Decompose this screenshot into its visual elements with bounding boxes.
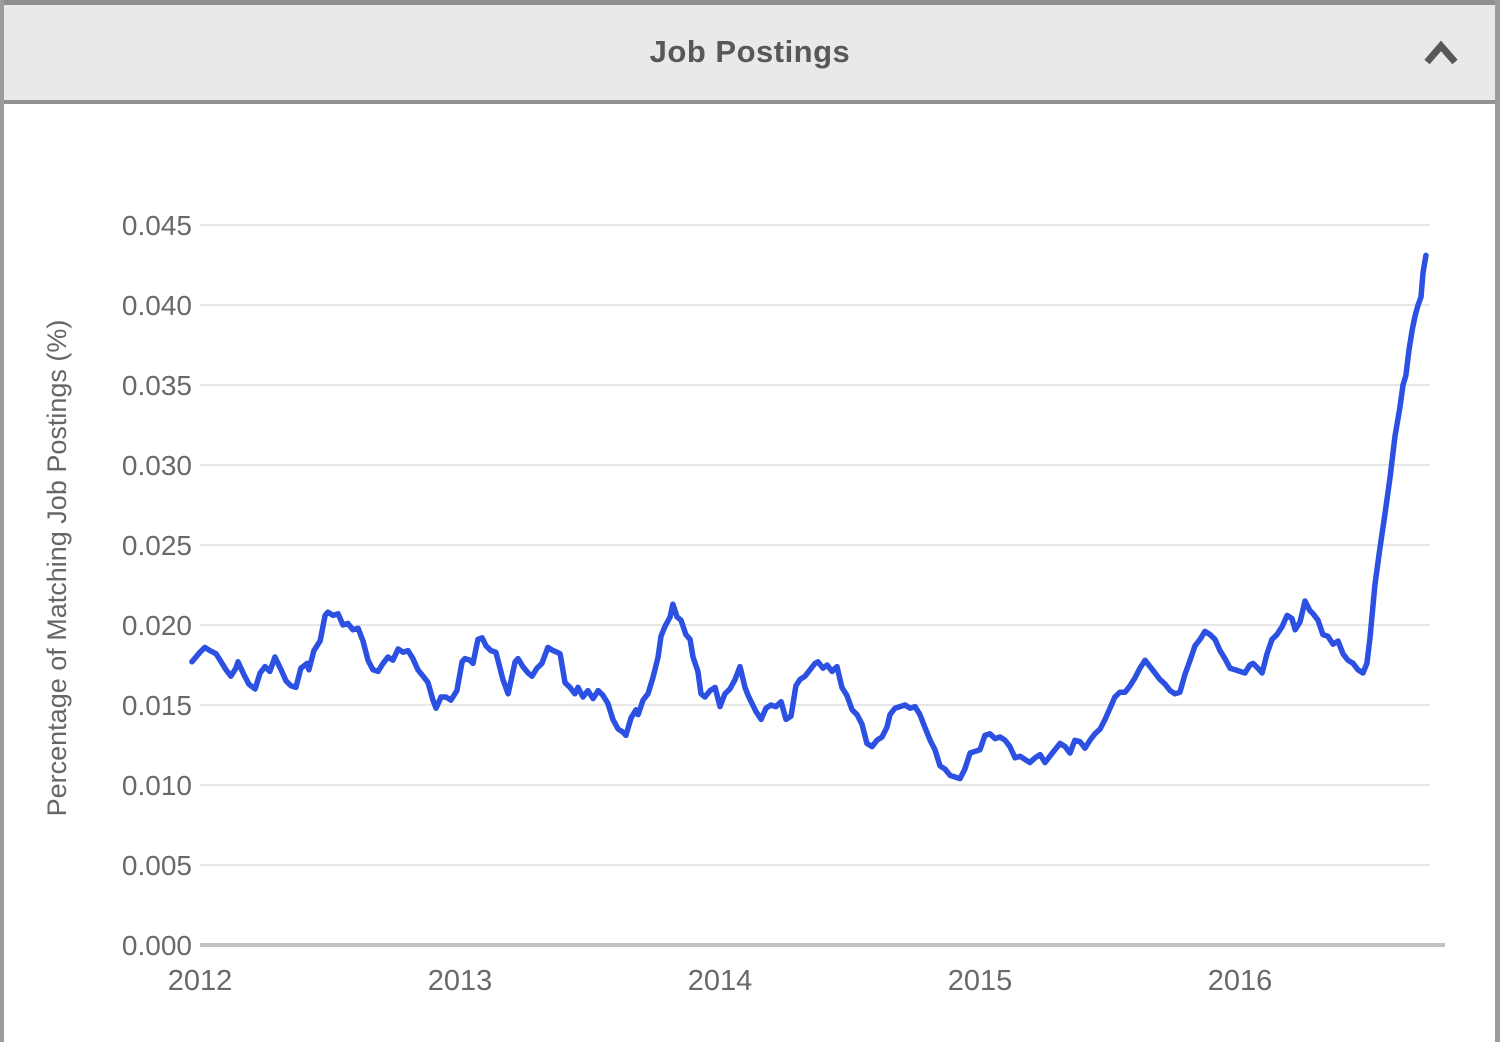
page-border-right <box>1495 0 1500 1042</box>
y-tick-label: 0.015 <box>122 690 192 721</box>
y-tick-label: 0.010 <box>122 770 192 801</box>
data-line-series <box>189 252 1429 782</box>
y-tick-label: 0.005 <box>122 850 192 881</box>
page-border-left <box>0 0 4 1042</box>
y-tick-label: 0.020 <box>122 610 192 641</box>
x-tick-label: 2012 <box>168 965 233 997</box>
y-tick-label: 0.030 <box>122 450 192 481</box>
y-tick-label: 0.000 <box>122 930 192 961</box>
y-tick-label: 0.035 <box>122 370 192 401</box>
y-tick-label: 0.025 <box>122 530 192 561</box>
y-tick-label: 0.045 <box>122 210 192 241</box>
x-tick-label: 2016 <box>1208 965 1273 997</box>
panel-header[interactable]: Job Postings <box>0 0 1500 104</box>
page-border-top <box>0 0 1500 5</box>
panel-title: Job Postings <box>649 34 851 69</box>
x-tick-label: 2013 <box>428 965 493 997</box>
y-tick-label: 0.040 <box>122 290 192 321</box>
x-tick-label: 2015 <box>948 965 1013 997</box>
y-axis-title: Percentage of Matching Job Postings (%) <box>42 320 72 817</box>
x-tick-label: 2014 <box>688 965 753 997</box>
collapse-chevron-up-icon[interactable] <box>1423 39 1459 67</box>
